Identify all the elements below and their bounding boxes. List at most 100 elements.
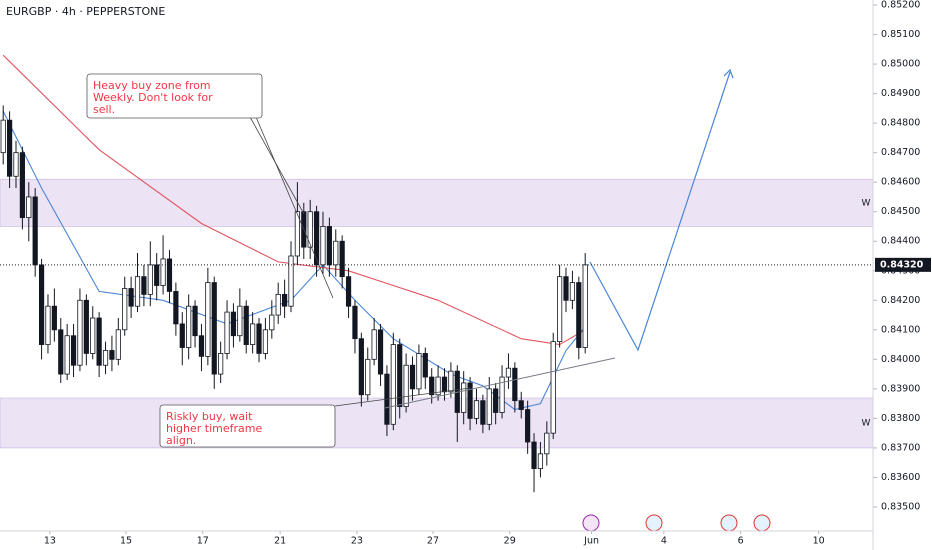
candle-body <box>345 276 352 307</box>
candle-body <box>230 311 237 337</box>
candle-body <box>269 314 275 331</box>
candle-body <box>160 258 166 286</box>
candle-body <box>192 305 198 337</box>
candle-body <box>333 240 339 266</box>
annotation-text: Heavy buy zone from <box>93 79 211 92</box>
candle-body <box>256 323 262 354</box>
candle-body <box>6 119 13 177</box>
candle-body <box>237 305 243 337</box>
candle-body <box>13 152 19 177</box>
event-icon[interactable] <box>753 514 771 532</box>
y-tick-label: 0.83900 <box>881 383 920 394</box>
candle-body <box>531 441 537 469</box>
y-tick-label: 0.83500 <box>881 501 920 512</box>
candle-body <box>403 364 409 407</box>
annotation-text: sell. <box>93 103 115 116</box>
candle-body <box>467 382 473 419</box>
candle-body <box>537 453 544 469</box>
candle-body <box>26 196 32 219</box>
candle-body <box>102 350 109 366</box>
event-icon[interactable] <box>720 514 738 532</box>
axes: 0.83500 0.83600 0.83700 0.83800 0.83900 0.840… <box>44 0 920 547</box>
candle-body <box>416 353 422 390</box>
y-tick-label: 0.83800 <box>881 413 920 424</box>
y-tick-label: 0.84400 <box>881 236 920 247</box>
candle-body <box>0 119 6 154</box>
candle-body <box>473 400 480 419</box>
candle-body <box>397 344 403 407</box>
x-tick-label: 23 <box>351 536 363 547</box>
candle-body <box>250 323 256 345</box>
chart-title: EURGBP · 4h · PEPPERSTONE <box>6 5 165 18</box>
zones: WW <box>0 178 874 449</box>
zone <box>0 178 874 227</box>
candle-body <box>179 323 185 348</box>
candle-body <box>83 299 89 354</box>
zone-label: W <box>862 418 871 428</box>
candle-body <box>109 350 115 360</box>
x-tick-label: 29 <box>504 536 516 547</box>
candle-body <box>128 288 134 307</box>
candle-body <box>320 226 326 266</box>
x-tick-label: 15 <box>120 536 132 547</box>
y-tick-label: 0.84600 <box>881 177 920 188</box>
candle-body <box>480 400 486 425</box>
candle-body <box>377 329 384 375</box>
y-tick-label: 0.84500 <box>881 206 920 217</box>
y-tick-label: 0.84900 <box>881 88 920 99</box>
event-icon[interactable] <box>582 514 600 532</box>
candle-body <box>205 282 211 357</box>
candle-body <box>166 258 173 292</box>
candle-body <box>512 367 518 402</box>
trend-line <box>384 357 616 409</box>
candle-body <box>282 293 288 307</box>
candle-body <box>429 376 435 396</box>
candle-body <box>218 353 224 375</box>
x-tick-label: 10 <box>813 536 825 547</box>
candle-body <box>576 282 582 348</box>
leader-line <box>334 387 471 407</box>
y-tick-label: 0.85100 <box>881 29 920 40</box>
candle-body <box>122 288 128 331</box>
candle-body <box>58 329 64 375</box>
candle-body <box>390 344 396 425</box>
candle-body <box>441 376 448 393</box>
x-tick-label: 17 <box>197 536 209 547</box>
zone-label: W <box>862 198 871 208</box>
candle-body <box>294 211 300 257</box>
y-tick-label: 0.83600 <box>881 472 920 483</box>
y-tick-label: 0.84700 <box>881 147 920 158</box>
candle-body <box>493 388 499 413</box>
candle-body <box>96 317 102 366</box>
candle-body <box>77 299 83 366</box>
candle-body <box>211 282 217 375</box>
candle-body <box>326 226 332 266</box>
candle-body <box>518 400 524 410</box>
candle-body <box>154 264 160 286</box>
candle-body <box>262 329 269 354</box>
candle-body <box>486 388 492 425</box>
annotation-text: Riskly buy, wait <box>166 410 253 423</box>
candle-body <box>550 341 556 434</box>
candle-body <box>365 358 371 396</box>
candle-body <box>435 376 441 396</box>
leader-line <box>255 116 334 299</box>
candle-body <box>243 305 249 345</box>
candle-body <box>557 276 563 343</box>
candle-body <box>90 317 96 354</box>
event-icon[interactable] <box>645 514 663 532</box>
x-tick-label: 21 <box>274 536 286 547</box>
y-tick-label: 0.85000 <box>881 59 920 70</box>
candle-body <box>288 255 294 307</box>
candle-body <box>186 305 192 348</box>
candle-body <box>275 293 281 316</box>
candle-body <box>461 382 467 413</box>
candle-body <box>224 311 230 354</box>
candle-body <box>173 291 179 325</box>
projection-arrow <box>723 68 734 79</box>
candle-body <box>505 367 512 378</box>
candle-body <box>582 264 588 348</box>
annotation-text: align. <box>166 434 196 447</box>
